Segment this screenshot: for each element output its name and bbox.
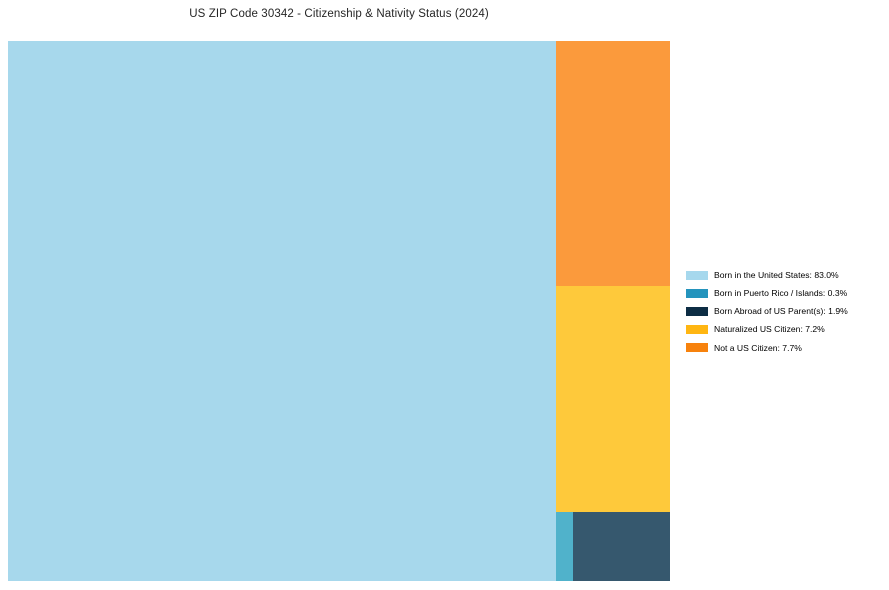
legend-swatch-icon [686, 306, 708, 316]
treemap-plot-area [8, 41, 670, 581]
legend-swatch-icon [686, 343, 708, 353]
treemap-tile[interactable] [556, 512, 573, 581]
legend-item[interactable]: Born in Puerto Rico / Islands: 0.3% [686, 284, 886, 302]
treemap-tile[interactable] [556, 41, 670, 286]
chart-legend: Born in the United States: 83.0% Born in … [686, 266, 886, 357]
legend-item-label: Naturalized US Citizen: 7.2% [714, 324, 825, 335]
legend-item[interactable]: Born in the United States: 83.0% [686, 266, 886, 284]
treemap-tile[interactable] [573, 512, 670, 581]
legend-item[interactable]: Not a US Citizen: 7.7% [686, 339, 886, 357]
legend-swatch-icon [686, 288, 708, 298]
legend-item-label: Born in the United States: 83.0% [714, 269, 839, 280]
page-title: US ZIP Code 30342 - Citizenship & Nativi… [189, 8, 489, 20]
legend-swatch-icon [686, 270, 708, 280]
legend-item[interactable]: Born Abroad of US Parent(s): 1.9% [686, 302, 886, 320]
legend-item-label: Born in Puerto Rico / Islands: 0.3% [714, 287, 848, 298]
legend-item-label: Born Abroad of US Parent(s): 1.9% [714, 306, 848, 317]
legend-swatch-icon [686, 325, 708, 335]
legend-item[interactable]: Naturalized US Citizen: 7.2% [686, 321, 886, 339]
legend-item-label: Not a US Citizen: 7.7% [714, 342, 802, 353]
treemap-tile[interactable] [8, 41, 556, 581]
treemap-tile[interactable] [556, 286, 670, 512]
